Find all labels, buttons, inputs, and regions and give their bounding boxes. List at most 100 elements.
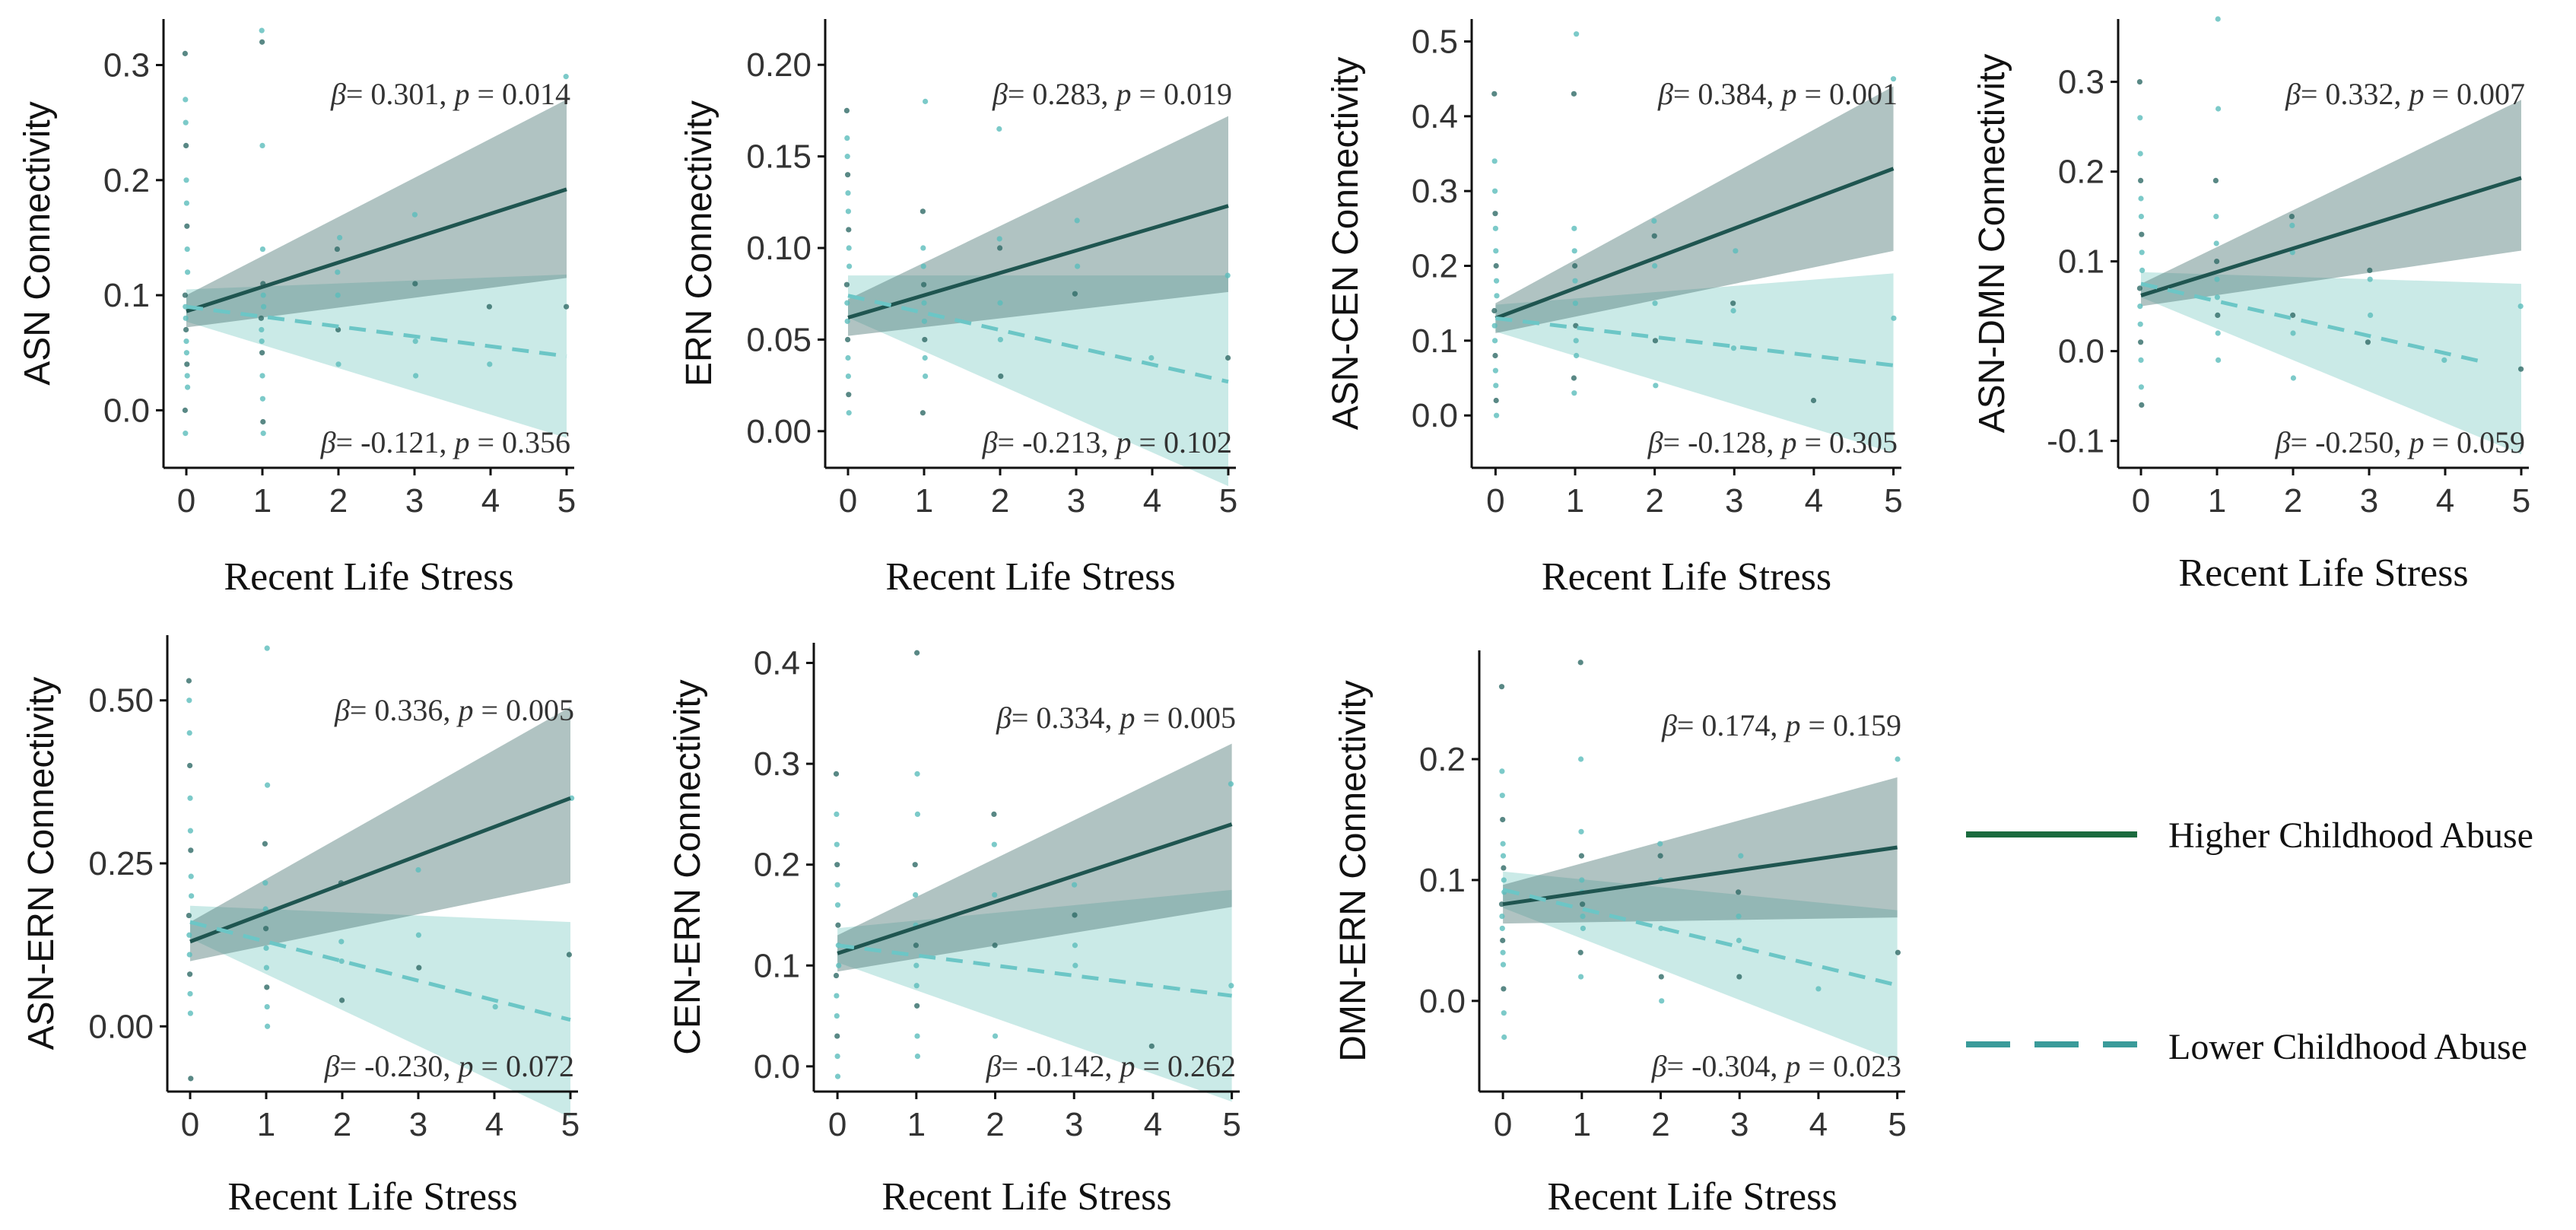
x-tick-label: 4 (2436, 482, 2454, 520)
data-point (1491, 338, 1498, 344)
data-point (413, 373, 419, 379)
x-axis-title: Recent Life Stress (2178, 551, 2468, 595)
data-point (2290, 375, 2296, 381)
data-point (1499, 768, 1505, 774)
legend-lower-label: Lower Childhood Abuse (2168, 1027, 2527, 1067)
data-point (2289, 222, 2295, 228)
data-point (259, 396, 265, 402)
y-tick-label: 0.20 (746, 46, 812, 84)
data-point (2365, 339, 2371, 345)
data-point (259, 142, 265, 149)
data-point (259, 350, 265, 356)
data-point (912, 862, 918, 868)
x-tick-label: 5 (2512, 482, 2530, 520)
y-axis-title: ASN Connectivity (17, 101, 58, 385)
data-point (1580, 913, 1586, 920)
y-tick-label: 0.1 (1412, 323, 1458, 360)
x-tick-label: 2 (333, 1106, 351, 1143)
data-point (920, 263, 926, 269)
data-point (991, 811, 997, 817)
x-tick-label: 4 (1805, 482, 1823, 520)
data-point (183, 200, 189, 206)
data-point (2290, 330, 2296, 336)
x-tick-label: 3 (1067, 482, 1085, 520)
data-point (991, 841, 997, 847)
data-point (1499, 913, 1505, 920)
lower-abuse-ci-band (190, 905, 570, 1118)
data-point (262, 841, 268, 847)
data-point (1580, 925, 1587, 932)
data-point (844, 318, 850, 324)
x-tick-label: 2 (329, 482, 348, 520)
data-point (2138, 214, 2144, 220)
data-point (1574, 31, 1580, 37)
data-point (1225, 354, 1231, 361)
x-tick-label: 3 (1725, 482, 1743, 520)
lower-abuse-regression-line (189, 920, 571, 1022)
data-point (183, 315, 189, 321)
data-point (913, 983, 920, 989)
lower-abuse-stat: β= -0.142, p = 0.262 (986, 1049, 1236, 1083)
data-point (1493, 278, 1500, 284)
x-tick-label: 0 (828, 1106, 846, 1143)
higher-abuse-ci-band (837, 743, 1232, 972)
data-point (264, 984, 270, 990)
data-point (563, 74, 569, 80)
panel-1: 0.0 0.1 0.2 0.3 0 1 2 3 4 5 ASN Connectivity Recent… (17, 19, 576, 599)
data-point (182, 50, 188, 56)
data-point (992, 1033, 999, 1039)
higher-abuse-stat: β= 0.336, p = 0.005 (334, 693, 574, 727)
data-point (1500, 841, 1506, 847)
data-point (1571, 225, 1577, 231)
y-tick-label: 0.0 (2058, 333, 2104, 370)
lower-abuse-regression-line (1502, 888, 1898, 987)
data-point (1571, 390, 1577, 396)
panel-4: -0.1 0.0 0.1 0.2 0.3 0 1 2 3 4 5 ASN-DMN Connectivi… (1972, 16, 2530, 595)
data-point (2138, 177, 2144, 183)
data-point (997, 300, 1003, 306)
data-point (2215, 106, 2222, 112)
data-point (1501, 865, 1507, 871)
data-point (1571, 375, 1577, 381)
data-point (1501, 877, 1507, 883)
data-point (1493, 383, 1499, 389)
data-point (1494, 293, 1500, 299)
panel-2: 0.00 0.05 0.10 0.15 0.20 0 1 2 3 4 5 ERN Connectivi… (679, 19, 1237, 599)
data-point (1072, 962, 1078, 968)
x-tick-label: 5 (1219, 482, 1237, 520)
data-point (833, 972, 840, 979)
data-point (1501, 1034, 1507, 1041)
higher-abuse-stat: β= 0.174, p = 0.159 (1661, 708, 1901, 742)
data-point (2137, 115, 2143, 121)
data-point (183, 338, 189, 345)
data-point (1491, 158, 1498, 164)
data-point (1228, 781, 1234, 787)
data-point (836, 962, 842, 968)
data-point (1501, 1010, 1507, 1016)
y-tick-label: 0.2 (2058, 154, 2104, 191)
lower-abuse-regression-line (2140, 281, 2484, 364)
data-point (416, 965, 422, 971)
x-tick-label: 4 (1144, 1106, 1162, 1143)
x-tick-label: 5 (561, 1106, 580, 1143)
data-point (566, 952, 573, 958)
y-tick-label: -0.1 (2047, 423, 2104, 460)
y-tick-label: 0.0 (1412, 397, 1458, 434)
higher-abuse-stat: β= 0.332, p = 0.007 (2285, 77, 2525, 111)
lower-abuse-ci-band (186, 274, 567, 438)
data-point (2214, 259, 2220, 265)
data-point (2517, 304, 2524, 310)
data-point (835, 922, 841, 928)
data-point (1500, 937, 1506, 943)
data-point (1895, 756, 1901, 762)
data-point (1072, 942, 1078, 949)
data-point (846, 245, 852, 251)
data-point (1072, 291, 1078, 297)
y-tick-label: 0.3 (103, 47, 150, 84)
x-tick-label: 1 (253, 482, 272, 520)
data-point (2215, 330, 2221, 336)
x-tick-label: 5 (557, 482, 576, 520)
higher-abuse-ci-band (186, 99, 567, 328)
data-point (1580, 901, 1586, 907)
data-point (263, 965, 269, 971)
